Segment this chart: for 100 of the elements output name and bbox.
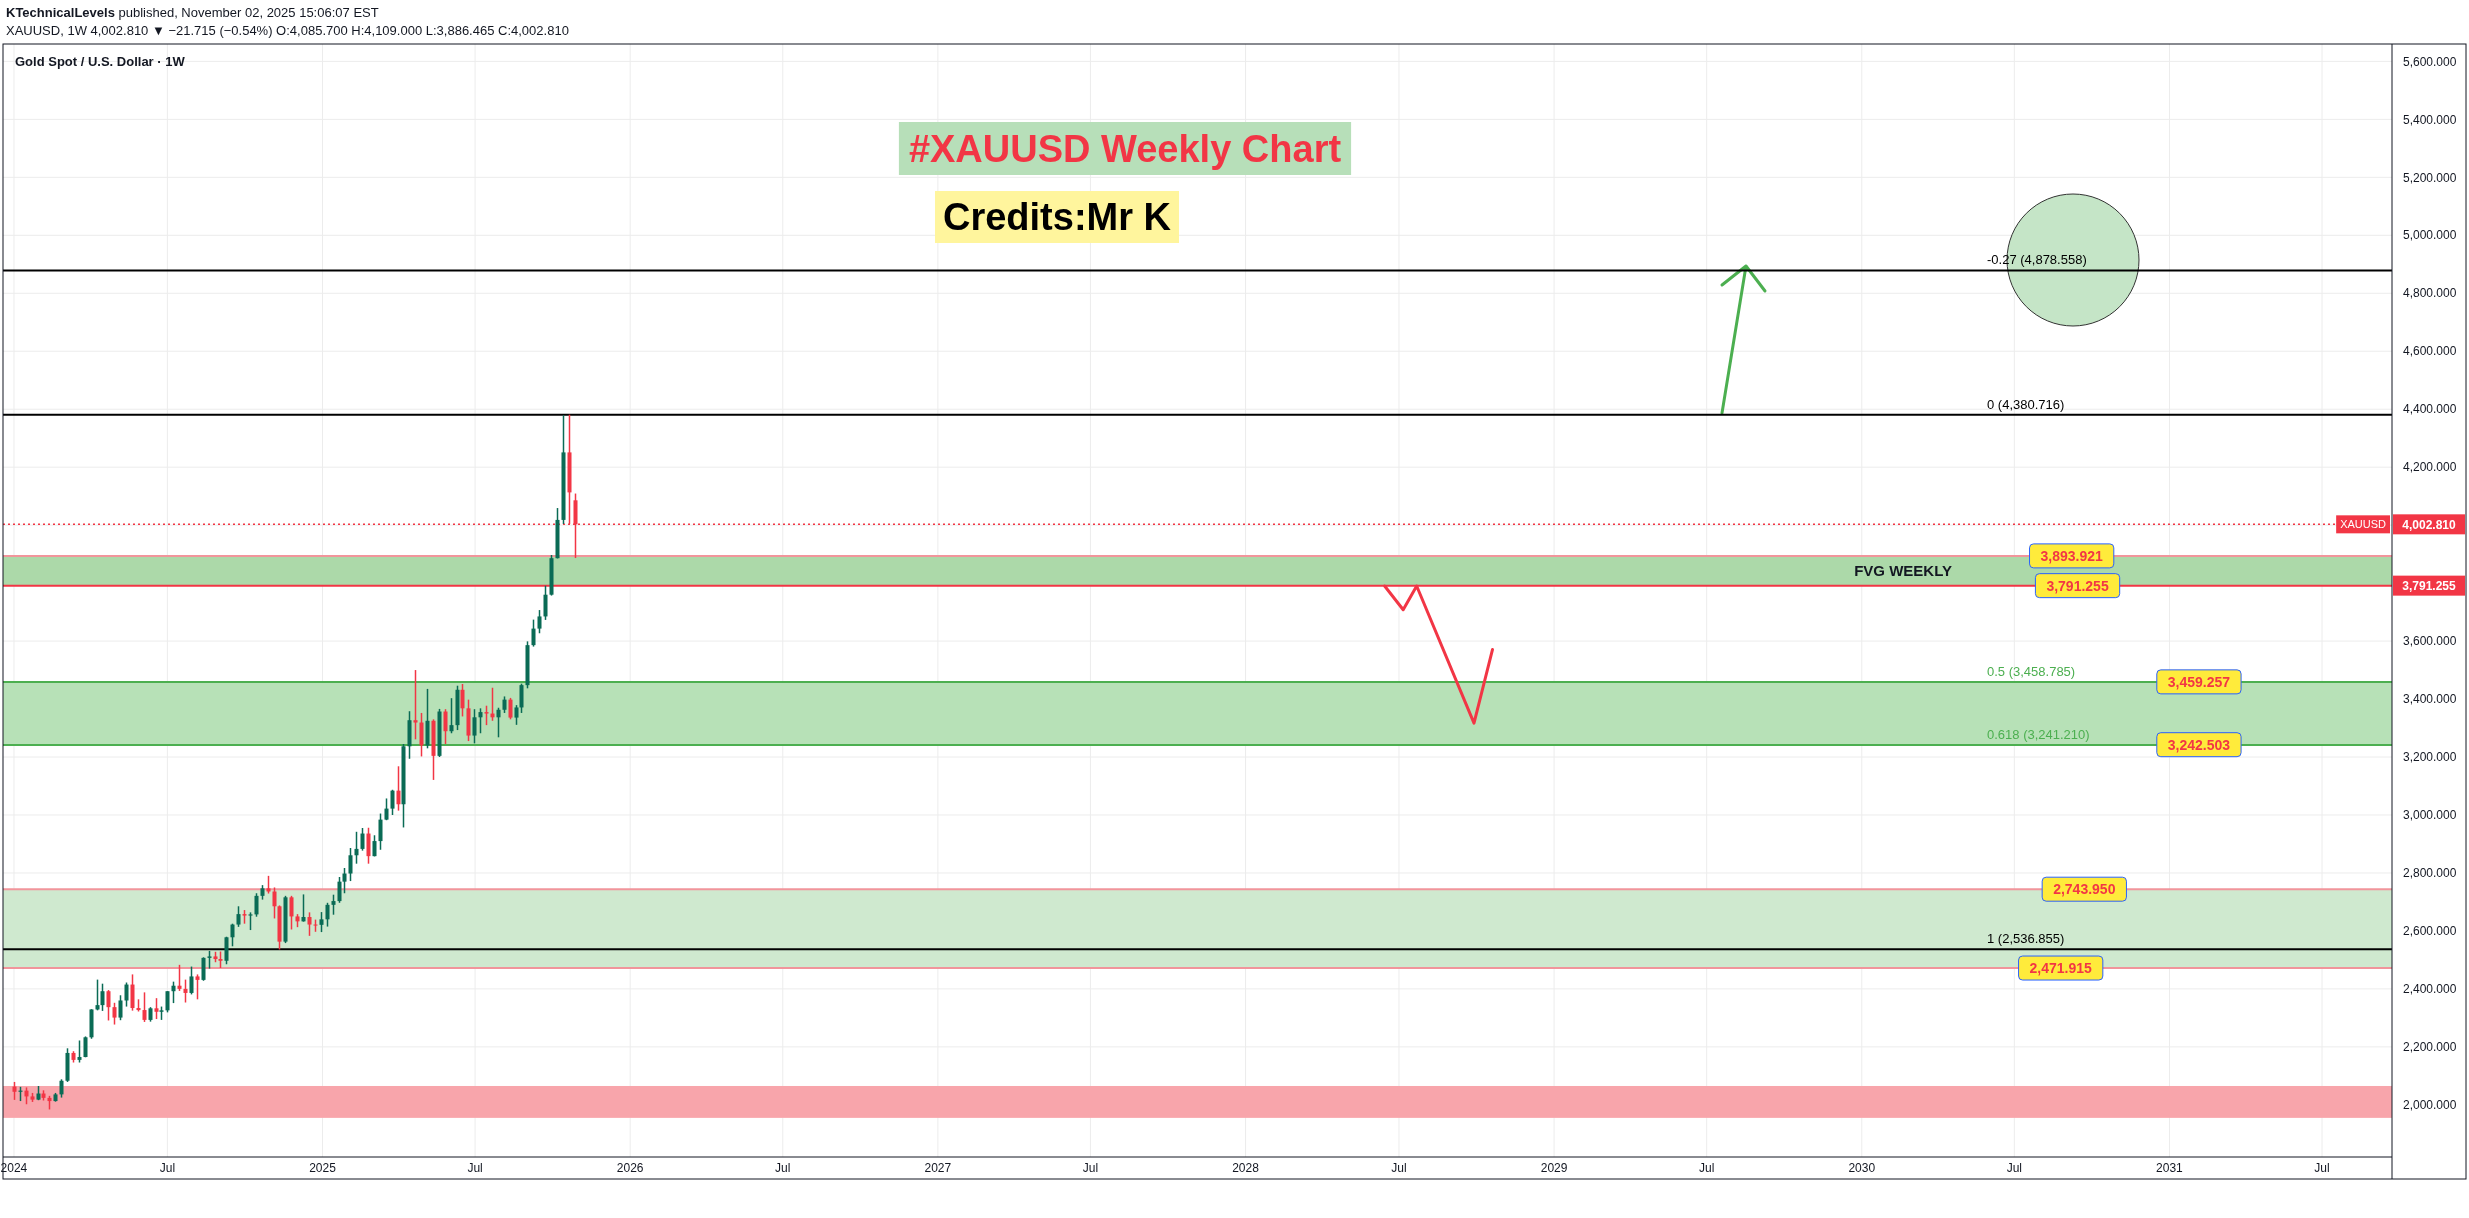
y-tick-label: 4,800.000 [2403,286,2457,301]
ref-line-label: -0.27 (4,878.558) [1987,252,2087,268]
candlestick [342,867,347,894]
x-tick-label: Jul [2006,1161,2023,1176]
annotation: Gold Spot / U.S. Dollar · 1W [15,54,186,69]
x-tick-label: Jul [2314,1161,2330,1176]
y-tick-label: 4,600.000 [2403,344,2457,359]
candlestick [201,956,206,982]
y-tick-label: 2,600.000 [2403,924,2457,939]
text: XAUUSD, 1W 4,002.810 ▼ −21.715 (−0.54%) O:4,085.700 H:4,109.000 L:3,886.465 C:4,002.810 [6,23,569,38]
y-tick-label: 4,200.000 [2403,460,2457,475]
x-tick-label: 2027 [924,1161,952,1176]
x-tick-label: Jul [1082,1161,1099,1176]
annotation: 3,791.255 [2046,577,2109,594]
candlestick [496,706,501,739]
candlestick [254,892,259,918]
candlestick [112,1002,117,1026]
y-tick-label: 5,000.000 [2403,228,2457,243]
y-tick-label: 3,400.000 [2403,692,2457,707]
candlestick [289,895,294,931]
candlestick [106,989,111,1022]
candlestick [519,682,524,714]
x-tick-label: Jul [159,1161,176,1176]
candlestick [171,980,176,1004]
x-tick-label: Jul [1391,1161,1407,1176]
ref-line-label: 0 (4,380.716) [1987,396,2065,412]
candlestick [348,847,353,882]
x-tick-label: 2028 [1232,1161,1260,1176]
candlestick [236,905,241,928]
x-tick-label: 2026 [616,1161,644,1176]
candlestick [319,911,324,933]
x-tick-label: 2029 [1540,1161,1568,1176]
y-tick-label: 2,000.000 [2403,1098,2457,1113]
candlestick [413,669,418,741]
candlestick [272,886,277,920]
candlestick [183,978,188,1004]
candlestick [537,609,542,634]
y-tick-label: 2,800.000 [2403,866,2457,881]
y-tick-label: 3,600.000 [2403,634,2457,649]
candlestick [354,831,359,865]
x-tick-label: 2025 [309,1161,337,1176]
candlestick [443,708,448,745]
candlestick [378,812,383,851]
annotation: 3,459.257 [2167,673,2231,690]
candlestick [331,893,336,916]
candlestick [472,708,477,745]
candlestick [224,935,229,965]
y-tick-label: 5,200.000 [2403,170,2457,185]
annotation: 3,242.503 [2167,736,2231,753]
x-tick-label: 2030 [1848,1161,1876,1176]
candlestick [177,964,182,992]
y-tick-label: 2,400.000 [2403,982,2457,997]
candlestick [189,965,194,996]
annotation: 3,893.921 [2040,547,2104,564]
candlestick [142,991,147,1023]
candlestick [360,827,365,852]
y-tick-label: 5,400.000 [2403,112,2457,127]
annotation: 2,743.950 [2053,881,2116,898]
candlestick [154,997,159,1020]
candlestick [130,973,135,1012]
candlestick [484,704,489,726]
x-tick-label: 2024 [0,1161,28,1176]
candlestick [100,982,105,1012]
candlestick [301,893,306,923]
candlestick [419,712,424,758]
candlestick [337,876,342,904]
x-tick-label: Jul [775,1161,791,1176]
candlestick [396,765,401,812]
y-tick-label: 3,200.000 [2403,750,2457,765]
candlestick [165,990,170,1014]
x-tick-label: Jul [1698,1161,1715,1176]
candlestick [77,1039,82,1064]
candlestick [449,697,454,734]
candlestick [118,994,123,1021]
candlestick [490,686,495,722]
candlestick [531,618,536,648]
band-label: FVG WEEKLY [1854,562,1952,580]
candlestick [59,1078,64,1099]
candlestick [307,911,312,937]
candlestick [124,981,129,1008]
candlestick [325,902,330,928]
ref-line-label: 3,791.255 [2402,578,2457,593]
x-tick-label: 2031 [2156,1161,2184,1176]
y-tick-label: 5,600.000 [2403,54,2457,69]
annotation: XAUUSD [2340,518,2387,531]
text: KTechnicalLevels published, November 02, 2025 15:06:07 EST [6,5,379,20]
ref-line-label: 1 (2,536.855) [1987,931,2065,947]
x-tick-label: Jul [467,1161,483,1176]
ref-line-label: 0.618 (3,241.210) [1987,727,2090,743]
ref-line-label: 4,002.810 [2402,517,2457,532]
ref-line-label: 0.5 (3,458.785) [1987,664,2076,680]
candlestick [195,973,200,1001]
annotation: 2,471.915 [2029,959,2093,976]
candlestick [230,922,235,948]
candlestick [514,704,519,726]
candlestick [460,683,465,718]
candlestick [478,707,483,734]
text: Credits:Mr K [942,196,1172,239]
candlestick [543,584,548,621]
candlestick [508,697,513,721]
